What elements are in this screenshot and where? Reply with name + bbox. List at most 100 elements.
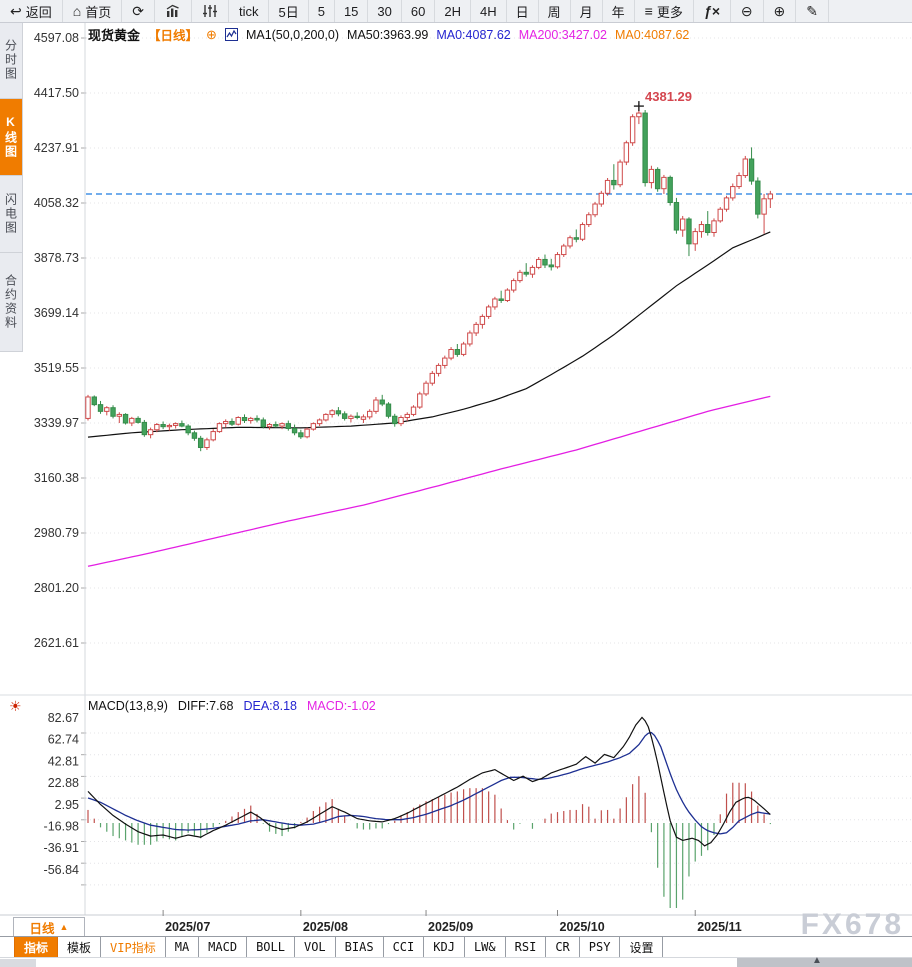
period-15min-button-label: 15 [343, 3, 359, 19]
svg-text:3160.38: 3160.38 [34, 471, 79, 485]
svg-text:3878.73: 3878.73 [34, 251, 79, 265]
svg-text:3699.14: 3699.14 [34, 306, 79, 320]
period-5day-button[interactable]: 5日 [269, 0, 309, 22]
period-2h-button[interactable]: 2H [435, 0, 471, 22]
period-60min-button[interactable]: 60 [402, 0, 436, 22]
period-4h-button-label: 4H [479, 3, 497, 19]
fx-icon: ƒ× [703, 3, 720, 19]
scrollbar-thumb[interactable] [737, 958, 912, 967]
tab-cr[interactable]: CR [546, 937, 580, 957]
macd-header-row: MACD(13,8,9) DIFF:7.68 DEA:8.18 MACD:-1.… [88, 699, 376, 713]
period-15min-button[interactable]: 15 [335, 0, 369, 22]
mini-chart-icon [224, 28, 238, 41]
svg-text:42.81: 42.81 [48, 754, 79, 768]
draw-icon: ✎ [806, 3, 819, 19]
tab-kdj[interactable]: KDJ [424, 937, 465, 957]
refresh-button[interactable]: ⟳ [122, 0, 155, 22]
period-tick-button-label: tick [238, 3, 259, 19]
triangle-up-icon: ▲ [59, 922, 69, 932]
svg-text:2025/10: 2025/10 [560, 920, 605, 934]
watermark: FX678 [800, 908, 904, 941]
indicator-settings-icon[interactable]: ☀ [9, 698, 22, 714]
tab-vip-indicator[interactable]: VIP指标 [101, 937, 166, 957]
svg-text:4597.08: 4597.08 [34, 31, 79, 45]
fx-indicator-button[interactable]: ƒ× [694, 0, 731, 22]
back-button[interactable]: ↩ 返回 [0, 0, 63, 22]
add-favorite-icon[interactable]: ⊕ [206, 26, 217, 42]
macd-dea-value: DEA:8.18 [243, 699, 297, 713]
period-year-button[interactable]: 年 [603, 0, 635, 22]
period-selector[interactable]: 日线 ▲ [13, 917, 85, 937]
zoom-in-button[interactable]: ⊕ [764, 0, 797, 22]
svg-text:4417.50: 4417.50 [34, 86, 79, 100]
period-30min-button[interactable]: 30 [368, 0, 402, 22]
svg-text:-16.98: -16.98 [44, 820, 79, 834]
svg-text:4237.91: 4237.91 [34, 141, 79, 155]
tab-cci[interactable]: CCI [383, 937, 425, 957]
svg-text:2801.20: 2801.20 [34, 581, 79, 595]
home-button[interactable]: ⌂ 首页 [63, 0, 123, 22]
period-5min-button-label: 5 [317, 3, 325, 19]
tab-indicator[interactable]: 指标 [14, 937, 59, 957]
svg-text:3339.97: 3339.97 [34, 416, 79, 430]
zoom-out-icon: ⊖ [740, 3, 753, 19]
refresh-icon: ⟳ [132, 3, 144, 19]
tab-settings[interactable]: 设置 [620, 937, 664, 957]
chart-type-button[interactable] [155, 0, 192, 22]
period-week-button-label: 周 [547, 4, 561, 20]
svg-text:2.95: 2.95 [55, 798, 79, 812]
tab-lightning-chart[interactable]: 闪电图 [0, 176, 23, 253]
tab-time-chart[interactable]: 分时图 [0, 22, 23, 99]
tab-kline-chart[interactable]: K线图 [0, 99, 23, 176]
period-month-button[interactable]: 月 [571, 0, 603, 22]
indicator-settings-button[interactable] [192, 0, 229, 22]
period-week-button[interactable]: 周 [539, 0, 571, 22]
period-label: 【日线】 [148, 29, 199, 43]
svg-text:3519.55: 3519.55 [34, 361, 79, 375]
scroll-up-icon[interactable]: ▲ [812, 955, 822, 966]
tab-bias[interactable]: BIAS [335, 937, 384, 957]
period-year-button-label: 年 [611, 4, 625, 20]
tab-ma[interactable]: MA [165, 937, 200, 957]
sidebar-chart-type-tabs: 分时图 K线图 闪电图 合约资料 [0, 22, 23, 352]
period-5min-button[interactable]: 5 [309, 0, 335, 22]
more-button[interactable]: ≡ 更多 [635, 0, 694, 22]
period-tick-button[interactable]: tick [229, 0, 270, 22]
svg-text:4058.32: 4058.32 [34, 196, 79, 210]
zoom-in-icon: ⊕ [773, 3, 786, 19]
zoom-out-button[interactable]: ⊖ [731, 0, 764, 22]
svg-text:2025/08: 2025/08 [303, 920, 348, 934]
svg-text:2025/09: 2025/09 [428, 920, 473, 934]
macd-diff-value: DIFF:7.68 [177, 699, 234, 713]
indicator-tabbar: 指标 模板 VIP指标 MA MACD BOLL VOL BIAS CCI KDJ LW& RSI CR… [0, 936, 912, 957]
period-5day-button-label: 5日 [278, 4, 299, 20]
svg-text:62.74: 62.74 [48, 733, 79, 747]
period-day-button[interactable]: 日 [507, 0, 539, 22]
tab-boll[interactable]: BOLL [247, 937, 295, 957]
period-2h-button-label: 2H [444, 3, 461, 19]
svg-text:82.67: 82.67 [48, 711, 79, 725]
peak-price-annotation: 4381.29 [645, 89, 692, 104]
period-month-button-label: 月 [579, 4, 593, 20]
tab-lw[interactable]: LW& [464, 937, 506, 957]
scrollbar-left-block[interactable] [0, 959, 36, 967]
tab-psy[interactable]: PSY [579, 937, 621, 957]
tab-template[interactable]: 模板 [58, 937, 102, 957]
svg-text:2025/11: 2025/11 [697, 920, 742, 934]
ma0-blue-value: MA0:4087.62 [436, 27, 511, 42]
draw-button[interactable]: ✎ [796, 0, 830, 22]
period-4h-button[interactable]: 4H [471, 0, 507, 22]
tab-rsi[interactable]: RSI [505, 937, 547, 957]
ma50-value: MA50:3963.99 [347, 27, 429, 42]
macd-name-label: MACD(13,8,9) [88, 699, 168, 713]
tab-contract-info[interactable]: 合约资料 [0, 253, 23, 352]
sliders-icon [202, 4, 218, 18]
symbol-name: 现货黄金 [88, 28, 141, 43]
tab-vol[interactable]: VOL [294, 937, 336, 957]
ma200-value: MA200:3427.02 [518, 27, 607, 42]
menu-icon: ≡ [644, 3, 653, 19]
bottom-scrollbar: ▲ [0, 955, 912, 967]
tab-macd[interactable]: MACD [199, 937, 248, 957]
